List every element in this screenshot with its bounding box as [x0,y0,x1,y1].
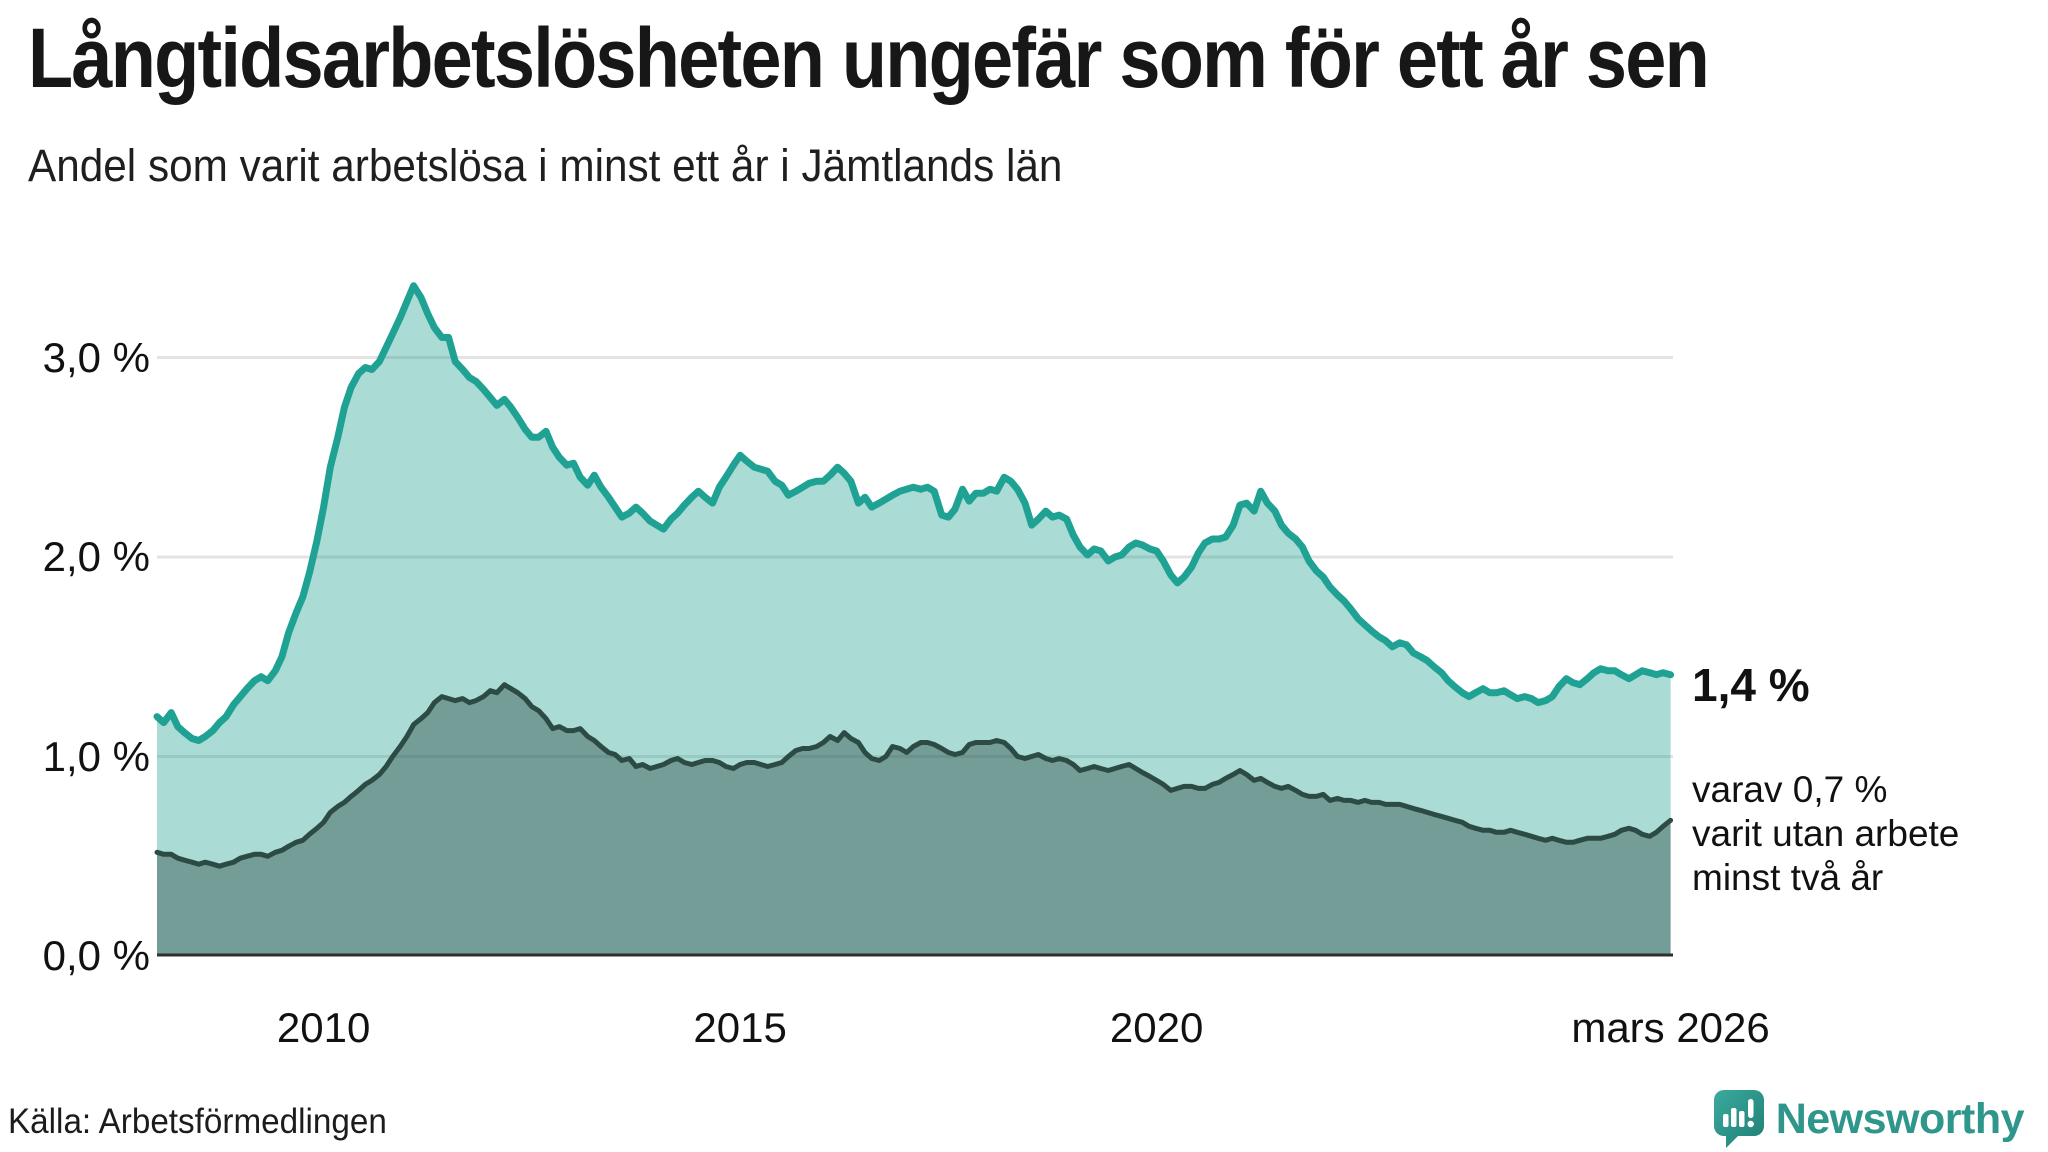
secondary-value-label: varav 0,7 % varit utan arbete minst två … [1692,769,1960,898]
line-one-year [153,282,1675,744]
x-axis-label: 2010 [276,1004,371,1051]
y-axis-label: 0,0 % [42,932,150,979]
x-axis-label: 2015 [693,1004,787,1051]
newsworthy-speech-bubble-chart-icon [1713,1090,1764,1148]
x-axis-label: mars 2026 [1571,1004,1770,1051]
newsworthy-wordmark: Newsworthy [1775,1094,2025,1143]
x-axis-label: 2020 [1109,1004,1204,1051]
y-axis-label: 1,0 % [42,732,150,780]
source-note: Källa: Arbetsförmedlingen [8,1102,387,1141]
page-subtitle: Andel som varit arbetslösa i minst ett å… [28,140,1063,191]
line-two-years [154,682,1674,869]
page-title: Långtidsarbetslösheten ungefär som för e… [28,11,1710,105]
newsworthy-logo: Newsworthy [1713,1090,2025,1148]
y-axis-label: 2,0 % [42,533,150,580]
area-two-years [157,684,1671,956]
latest-value-label: 1,4 % [1692,659,1810,711]
y-axis-label: 3,0 % [42,333,150,381]
